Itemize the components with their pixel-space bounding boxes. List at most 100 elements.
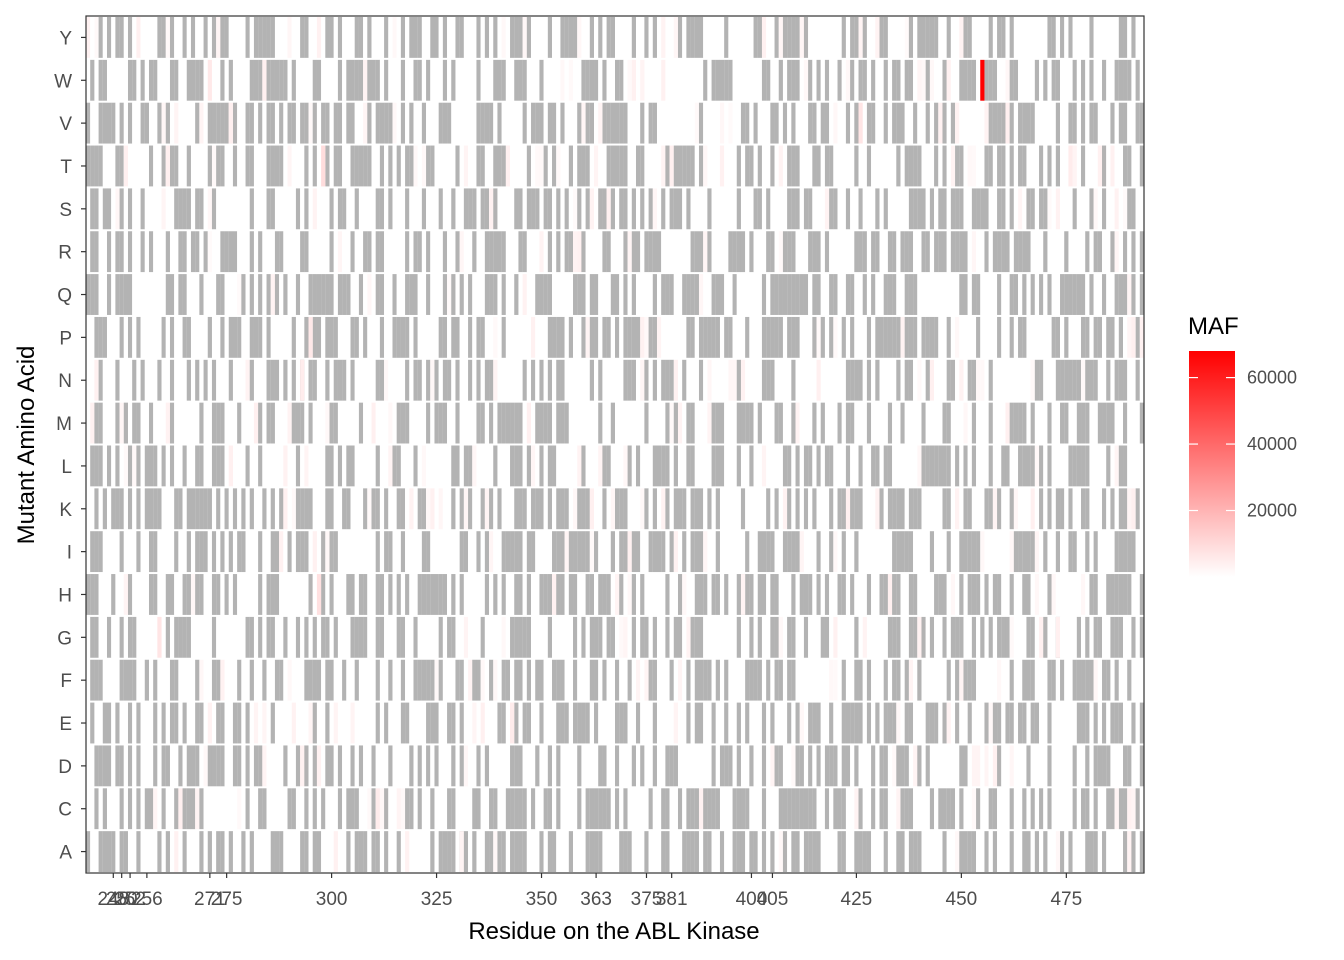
heatmap-cell	[463, 17, 469, 58]
heatmap-cell	[94, 402, 99, 444]
heatmap-cell	[829, 402, 834, 444]
heatmap-cell	[178, 102, 183, 144]
heatmap-cell	[694, 402, 700, 444]
heatmap-cell	[413, 831, 418, 872]
heatmap-cell	[409, 702, 414, 744]
heatmap-cell	[308, 274, 313, 315]
heatmap-cell	[480, 145, 485, 187]
heatmap-cell	[333, 17, 338, 58]
heatmap-cell	[946, 531, 951, 573]
heatmap-cell	[136, 531, 141, 573]
heatmap-cell	[434, 17, 439, 58]
heatmap-cell	[312, 316, 317, 358]
heatmap-cell	[249, 531, 254, 573]
heatmap-cell	[94, 359, 99, 401]
heatmap-cell	[673, 102, 679, 144]
heatmap-cell	[833, 745, 838, 787]
heatmap-cell	[955, 59, 960, 101]
heatmap-cell	[854, 59, 859, 101]
heatmap-cell	[98, 102, 103, 144]
heatmap-cell	[132, 574, 137, 615]
heatmap-cell	[1064, 316, 1069, 358]
heatmap-cell	[694, 102, 700, 144]
heatmap-cell	[115, 702, 120, 744]
heatmap-cell	[115, 745, 120, 787]
heatmap-cell	[925, 188, 930, 230]
heatmap-cell	[1114, 659, 1119, 701]
heatmap-cell	[90, 231, 95, 273]
heatmap-cell	[556, 702, 561, 744]
heatmap-cell	[736, 659, 741, 701]
heatmap-cell	[178, 531, 183, 573]
heatmap-cell	[451, 702, 456, 744]
heatmap-cell	[1068, 488, 1073, 530]
heatmap-cell	[719, 316, 725, 358]
heatmap-cell	[568, 359, 574, 401]
heatmap-cell	[875, 659, 880, 701]
heatmap-cell	[925, 359, 930, 401]
heatmap-cell	[497, 445, 502, 487]
heatmap-cell	[182, 488, 187, 530]
heatmap-cell	[929, 574, 935, 615]
heatmap-cell	[497, 616, 502, 658]
heatmap-cell	[967, 488, 972, 530]
heatmap-cell	[526, 59, 532, 101]
heatmap-cell	[615, 145, 620, 187]
heatmap-cell	[887, 17, 893, 58]
heatmap-cell	[661, 359, 666, 401]
heatmap-cell	[279, 445, 284, 487]
heatmap-cell	[959, 359, 964, 401]
heatmap-cell	[438, 574, 443, 615]
heatmap-cell	[476, 616, 481, 658]
heatmap-cell	[791, 316, 796, 358]
heatmap-cell	[283, 359, 288, 401]
heatmap-cell	[1081, 59, 1086, 101]
heatmap-cell	[871, 231, 876, 273]
heatmap-cell	[929, 231, 935, 273]
heatmap-cell	[686, 316, 691, 358]
heatmap-cell	[761, 574, 767, 615]
heatmap-cell	[262, 59, 267, 101]
heatmap-cell	[896, 574, 901, 615]
heatmap-cell	[635, 59, 641, 101]
heatmap-cell	[497, 745, 502, 787]
heatmap-cell	[241, 59, 246, 101]
heatmap-cell	[795, 574, 800, 615]
heatmap-cell	[199, 616, 204, 658]
heatmap-cell	[606, 402, 611, 444]
heatmap-cell	[228, 188, 233, 230]
heatmap-cell	[858, 402, 863, 444]
heatmap-cell	[917, 188, 922, 230]
heatmap-cell	[132, 745, 137, 787]
heatmap-cell	[925, 831, 930, 872]
heatmap-cell	[434, 188, 439, 230]
heatmap-cell	[749, 788, 754, 830]
heatmap-cell	[363, 831, 368, 872]
heatmap-cell	[468, 316, 473, 358]
heatmap-cell	[1093, 531, 1098, 573]
heatmap-cell	[1039, 316, 1044, 358]
heatmap-cell	[266, 659, 271, 701]
heatmap-cell	[396, 145, 401, 187]
heatmap-cell	[1118, 616, 1124, 658]
heatmap-cell	[1097, 445, 1103, 487]
heatmap-cell	[371, 702, 376, 744]
heatmap-cell	[950, 445, 956, 487]
heatmap-cell	[934, 274, 939, 315]
heatmap-cell	[94, 188, 99, 230]
heatmap-cell	[1081, 702, 1086, 744]
heatmap-cell	[787, 831, 792, 872]
heatmap-cell	[111, 316, 116, 358]
heatmap-cell	[1131, 616, 1136, 658]
heatmap-cell	[358, 231, 364, 273]
heatmap-cell	[1093, 788, 1098, 830]
heatmap-cell	[917, 17, 922, 58]
heatmap-cell	[740, 188, 746, 230]
heatmap-cell	[346, 59, 351, 101]
heatmap-cell	[178, 17, 183, 58]
heatmap-cell	[1085, 488, 1090, 530]
heatmap-cell	[447, 659, 452, 701]
heatmap-cell	[379, 616, 385, 658]
heatmap-cell	[950, 659, 956, 701]
heatmap-cell	[1102, 659, 1107, 701]
